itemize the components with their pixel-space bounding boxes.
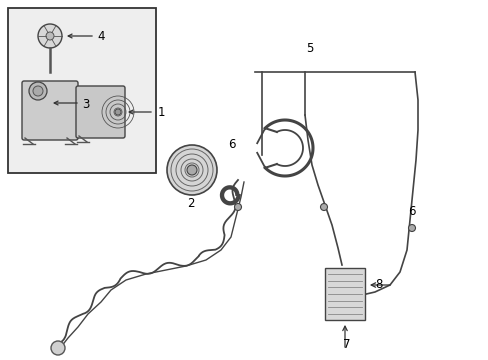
Circle shape bbox=[33, 86, 43, 96]
Text: 7: 7 bbox=[343, 338, 350, 351]
FancyBboxPatch shape bbox=[76, 86, 125, 138]
Circle shape bbox=[234, 203, 241, 211]
FancyBboxPatch shape bbox=[22, 81, 78, 140]
Circle shape bbox=[186, 165, 197, 175]
Circle shape bbox=[38, 24, 62, 48]
Text: 5: 5 bbox=[305, 42, 313, 55]
Circle shape bbox=[167, 145, 217, 195]
Text: 6: 6 bbox=[407, 205, 415, 218]
Text: 8: 8 bbox=[374, 279, 382, 292]
Text: 4: 4 bbox=[97, 31, 104, 44]
Circle shape bbox=[320, 203, 327, 211]
Text: 3: 3 bbox=[82, 98, 89, 111]
Circle shape bbox=[51, 341, 65, 355]
Circle shape bbox=[115, 109, 121, 115]
Circle shape bbox=[29, 82, 47, 100]
Text: 1: 1 bbox=[158, 107, 165, 120]
Circle shape bbox=[407, 225, 415, 231]
Bar bbox=[325, 268, 364, 320]
Circle shape bbox=[46, 32, 54, 40]
Bar bbox=[8, 8, 156, 173]
Text: 6: 6 bbox=[227, 138, 235, 151]
Text: 2: 2 bbox=[186, 197, 194, 210]
